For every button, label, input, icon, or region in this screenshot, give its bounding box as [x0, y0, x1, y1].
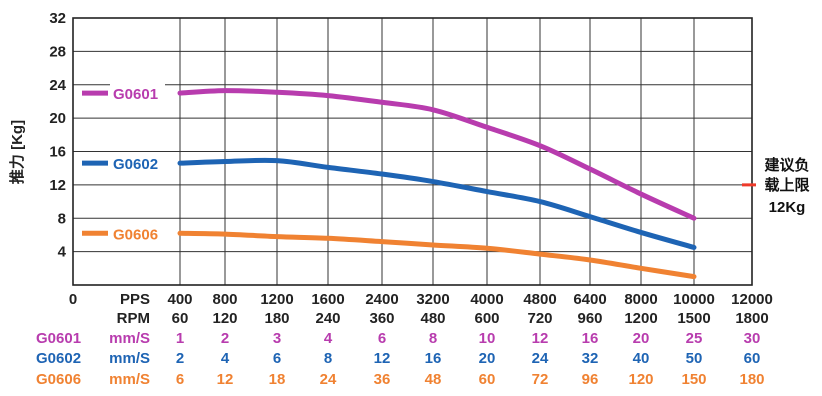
speed-value: 36 [374, 371, 391, 388]
speed-value: 96 [582, 371, 599, 388]
rpm-tick-label: 600 [474, 310, 499, 327]
speed-value: 2 [221, 330, 229, 347]
series-label: G0602 [113, 156, 158, 173]
speed-value: 1 [176, 330, 184, 347]
y-tick-label: 8 [58, 210, 66, 227]
speed-value: 50 [686, 350, 703, 367]
rpm-tick-label: 360 [369, 310, 394, 327]
pps-tick-label: 12000 [731, 291, 773, 308]
speed-value: 30 [744, 330, 761, 347]
speed-value: 40 [633, 350, 650, 367]
speed-value: 4 [221, 350, 230, 367]
pps-tick-label: 10000 [673, 291, 715, 308]
speed-row-unit: mm/S [109, 350, 150, 367]
series-line-g0606 [177, 230, 697, 280]
rpm-tick-label: 120 [212, 310, 237, 327]
speed-value: 3 [273, 330, 281, 347]
speed-value: 12 [217, 371, 234, 388]
rpm-tick-label: 1800 [735, 310, 768, 327]
speed-value: 6 [378, 330, 386, 347]
y-tick-label: 20 [49, 110, 66, 127]
pps-label: PPS [120, 291, 150, 308]
rpm-label: RPM [117, 310, 150, 327]
rpm-tick-label: 180 [264, 310, 289, 327]
speed-value: 150 [681, 371, 706, 388]
series-line-g0601 [177, 88, 697, 221]
rpm-tick-label: 60 [172, 310, 189, 327]
speed-value: 6 [176, 371, 184, 388]
speed-value: 16 [425, 350, 442, 367]
series-label: G0606 [113, 226, 158, 243]
speed-value: 6 [273, 350, 281, 367]
speed-row-name: G0601 [36, 330, 81, 347]
speed-row-unit: mm/S [109, 330, 150, 347]
series-label-bg [110, 153, 165, 174]
speed-value: 2 [176, 350, 184, 367]
pps-tick-label: 6400 [573, 291, 606, 308]
recommended-load-label: 建议负 [764, 156, 809, 174]
speed-value: 20 [479, 350, 496, 367]
speed-value: 32 [582, 350, 599, 367]
y-tick-label: 4 [58, 244, 67, 261]
recommended-load-label: 载上限 [764, 176, 809, 194]
speed-value: 16 [582, 330, 599, 347]
series-label-bg [110, 223, 165, 244]
pps-tick-label: 1600 [311, 291, 344, 308]
speed-value: 12 [374, 350, 391, 367]
rpm-tick-label: 720 [527, 310, 552, 327]
speed-value: 180 [739, 371, 764, 388]
speed-value: 8 [429, 330, 437, 347]
rpm-tick-label: 480 [420, 310, 445, 327]
speed-value: 60 [479, 371, 496, 388]
y-tick-label: 32 [49, 10, 66, 27]
series-label-bg [110, 83, 165, 104]
speed-value: 4 [324, 330, 333, 347]
speed-value: 24 [532, 350, 549, 367]
speed-row-unit: mm/S [109, 371, 150, 388]
pps-tick-label: 3200 [416, 291, 449, 308]
speed-value: 60 [744, 350, 761, 367]
pps-tick-label: 800 [212, 291, 237, 308]
y-tick-label: 28 [49, 43, 66, 60]
speed-value: 10 [479, 330, 496, 347]
y-tick-label: 16 [49, 144, 66, 161]
pps-tick-label: 8000 [624, 291, 657, 308]
speed-row-name: G0602 [36, 350, 81, 367]
pps-tick-label: 4000 [470, 291, 503, 308]
pps-tick-label: 400 [167, 291, 192, 308]
rpm-tick-label: 1500 [677, 310, 710, 327]
recommended-load-label: 12Kg [769, 199, 806, 216]
pps-tick-label: 1200 [260, 291, 293, 308]
rpm-tick-label: 960 [577, 310, 602, 327]
pps-tick-label: 4800 [523, 291, 556, 308]
speed-value: 20 [633, 330, 650, 347]
speed-value: 24 [320, 371, 337, 388]
y-axis-label: 推力 [Kg] [8, 120, 26, 184]
y-tick-label: 24 [49, 77, 66, 94]
origin-label: 0 [69, 291, 77, 308]
y-tick-label: 12 [49, 177, 66, 194]
speed-value: 18 [269, 371, 286, 388]
speed-value: 72 [532, 371, 549, 388]
speed-row-name: G0606 [36, 371, 81, 388]
speed-value: 48 [425, 371, 442, 388]
speed-value: 25 [686, 330, 703, 347]
speed-value: 120 [628, 371, 653, 388]
rpm-tick-label: 1200 [624, 310, 657, 327]
plot-frame [72, 17, 753, 286]
rpm-tick-label: 240 [315, 310, 340, 327]
pps-tick-label: 2400 [365, 291, 398, 308]
speed-value: 8 [324, 350, 332, 367]
series-label: G0601 [113, 86, 158, 103]
speed-value: 12 [532, 330, 549, 347]
